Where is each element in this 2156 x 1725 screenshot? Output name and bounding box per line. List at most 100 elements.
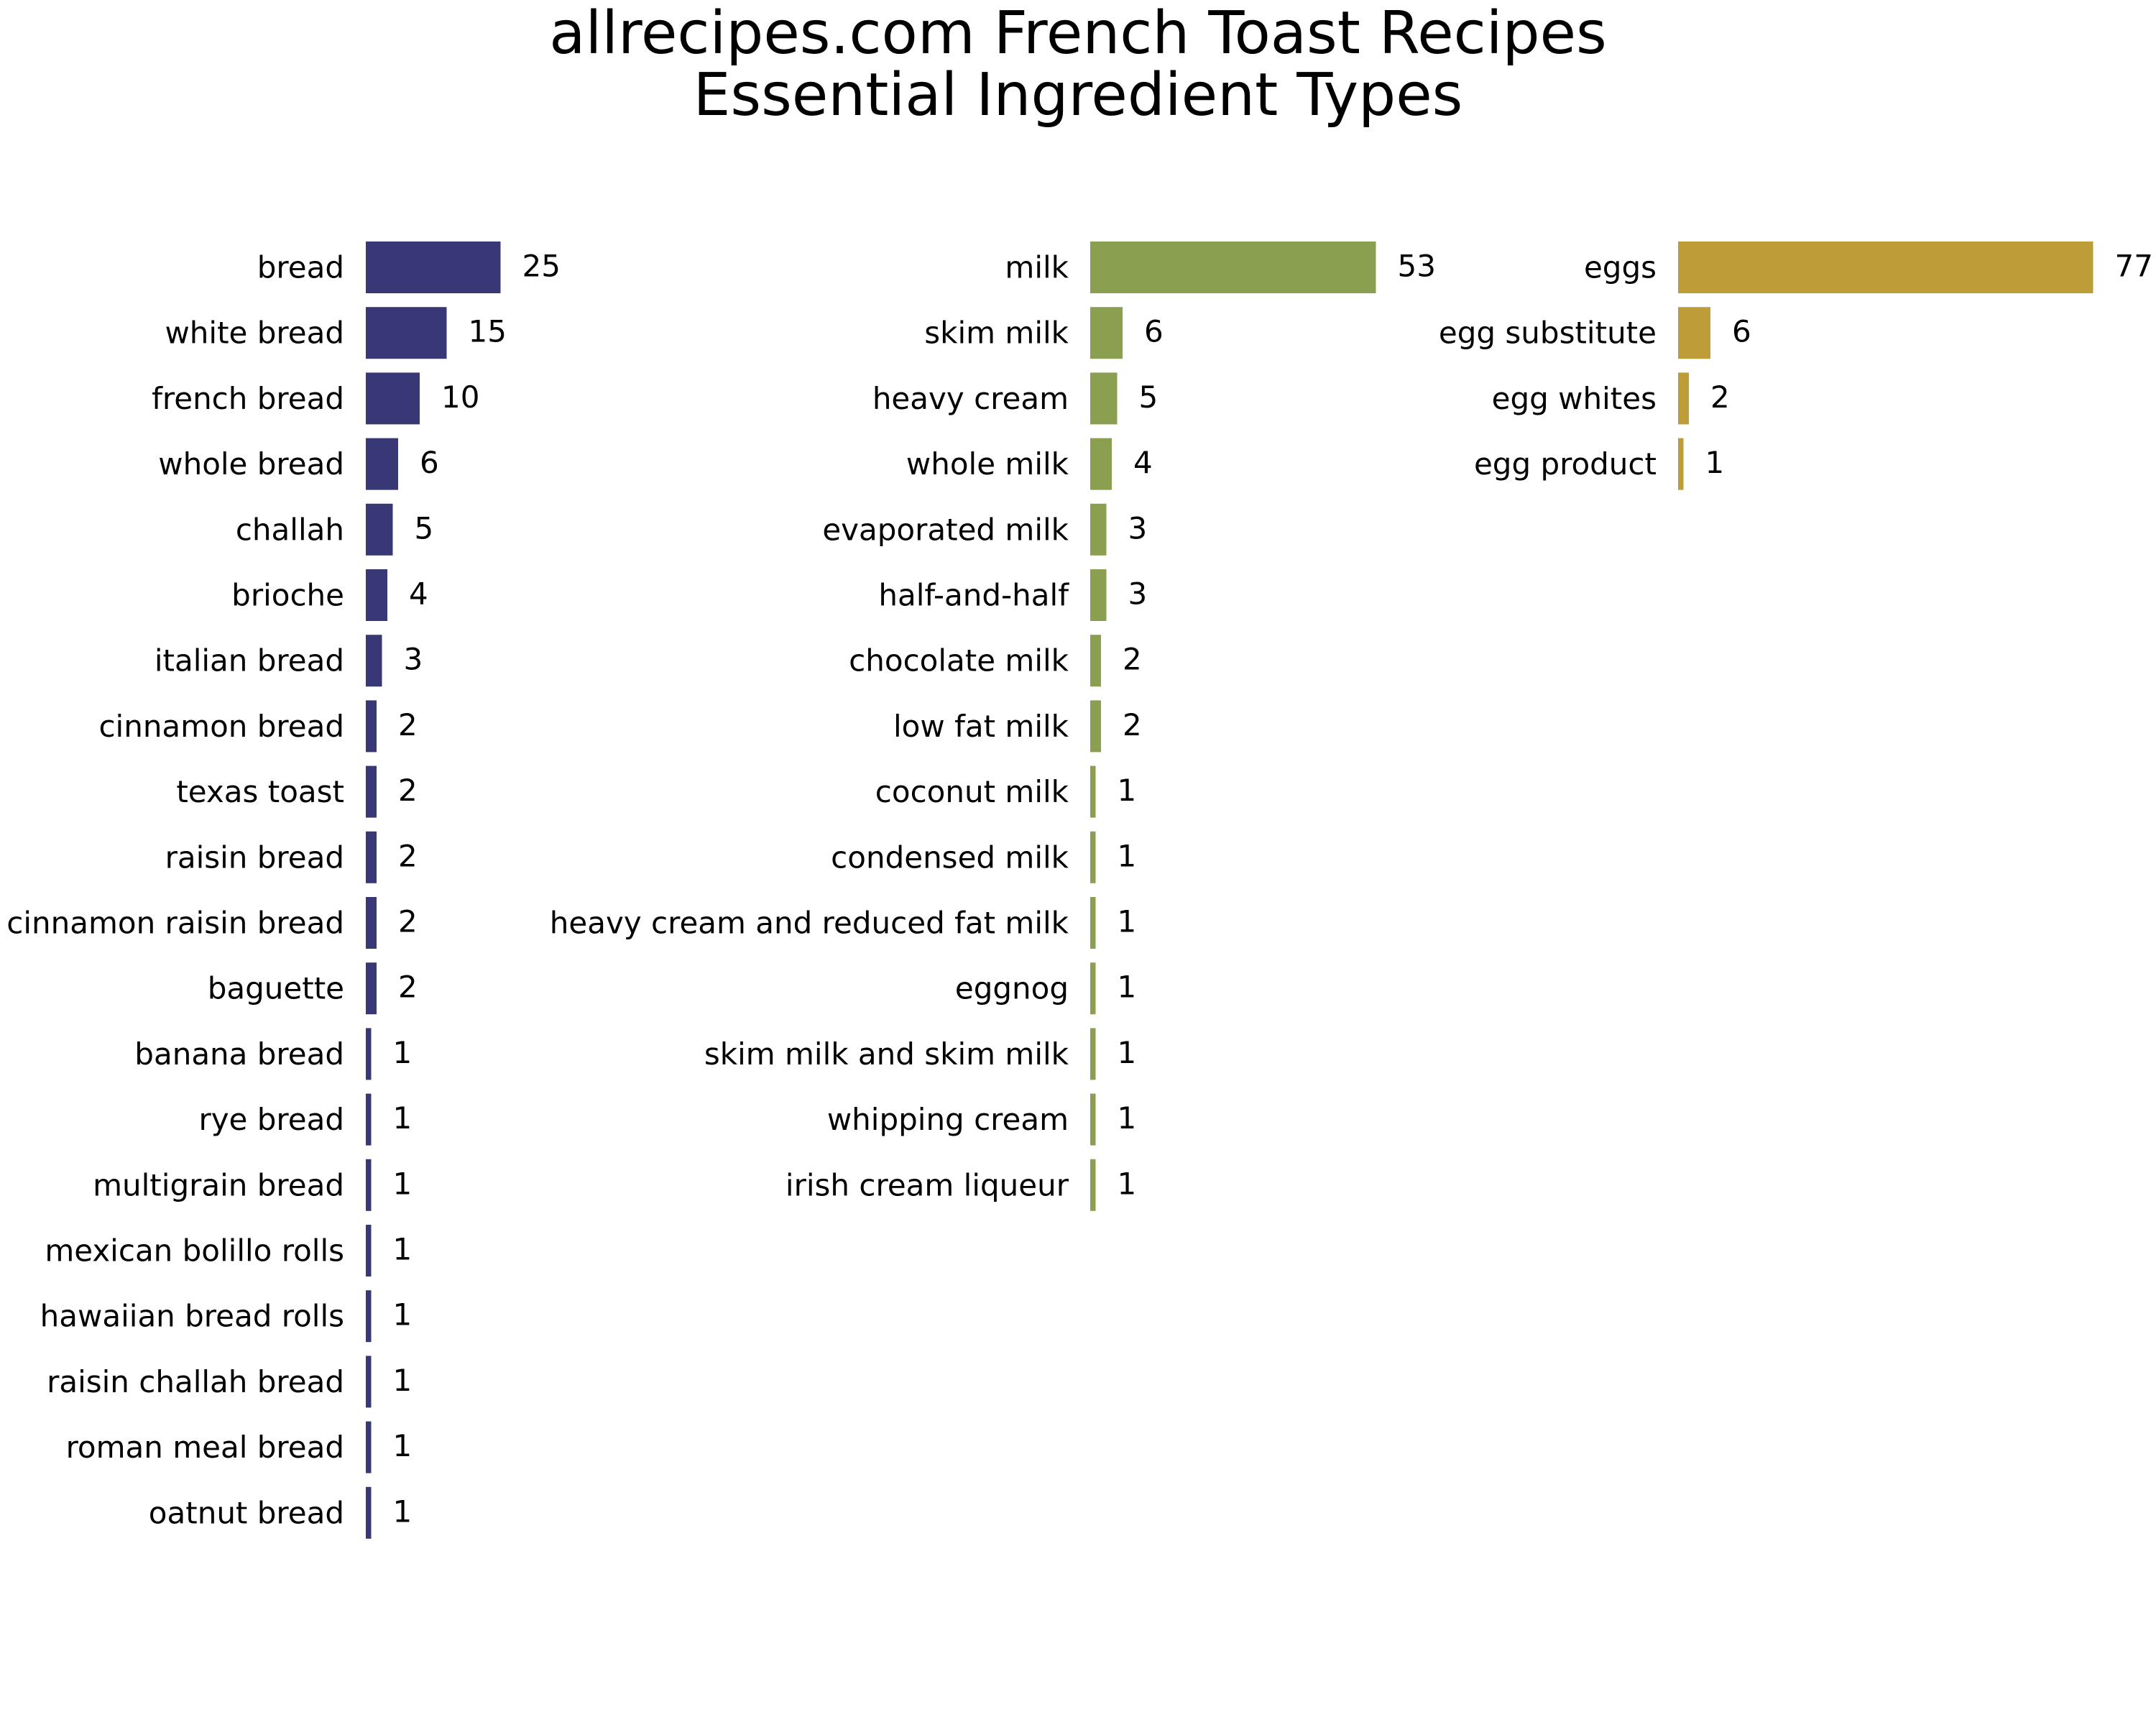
value-label-whole-bread: 6	[420, 445, 439, 480]
value-label-egg-whites: 2	[1710, 380, 1730, 415]
category-label-baguette: baguette	[208, 971, 344, 1006]
value-label-cinnamon-bread: 2	[398, 707, 418, 742]
category-label-eggnog: eggnog	[955, 971, 1069, 1006]
category-label-skim-milk-and-skim-milk: skim milk and skim milk	[704, 1036, 1069, 1072]
chart-title-line-2: Essential Ingredient Types	[693, 61, 1463, 129]
bar-oatnut-bread	[366, 1486, 372, 1539]
category-label-banana-bread: banana bread	[134, 1036, 344, 1072]
value-label-low-fat-milk: 2	[1123, 707, 1142, 742]
category-label-heavy-cream: heavy cream	[872, 381, 1069, 416]
bar-raisin-bread	[366, 831, 377, 883]
bar-whole-milk	[1090, 438, 1112, 490]
bar-skim-milk-and-skim-milk	[1090, 1028, 1096, 1080]
bar-raisin-challah-bread	[366, 1356, 372, 1408]
category-label-low-fat-milk: low fat milk	[893, 709, 1069, 744]
bar-coconut-milk	[1090, 765, 1096, 818]
category-label-hawaiian-bread-rolls: hawaiian bread rolls	[40, 1299, 344, 1334]
bar-brioche	[366, 569, 387, 621]
chart-title-line-1: allrecipes.com French Toast Recipes	[549, 0, 1607, 68]
bar-white-bread	[366, 307, 447, 359]
value-label-rye-bread: 1	[393, 1100, 413, 1136]
bar-eggnog	[1090, 962, 1096, 1015]
value-label-cinnamon-raisin-bread: 2	[398, 904, 418, 939]
value-label-whole-milk: 4	[1133, 445, 1153, 480]
category-label-eggs: eggs	[1584, 250, 1657, 285]
bar-chocolate-milk	[1090, 635, 1101, 687]
category-label-skim-milk: skim milk	[924, 316, 1069, 351]
category-label-challah: challah	[236, 512, 344, 547]
value-label-roman-meal-bread: 1	[393, 1428, 413, 1463]
category-label-multigrain-bread: multigrain bread	[93, 1167, 344, 1202]
value-label-hawaiian-bread-rolls: 1	[393, 1297, 413, 1333]
bar-milk	[1090, 242, 1376, 293]
bar-skim-milk	[1090, 307, 1123, 359]
bar-rye-bread	[366, 1093, 372, 1146]
category-label-condensed-milk: condensed milk	[831, 840, 1069, 875]
eggs-panel: eggs 77 egg substitute 6 egg whites 2 egg prod…	[1439, 242, 2153, 490]
category-label-raisin-bread: raisin bread	[165, 840, 344, 875]
value-label-evaporated-milk: 3	[1128, 510, 1148, 546]
value-label-mexican-bolillo-rolls: 1	[393, 1232, 413, 1267]
value-label-bread: 25	[522, 249, 561, 284]
value-label-chocolate-milk: 2	[1123, 642, 1142, 677]
value-label-white-bread: 15	[469, 314, 507, 349]
bar-heavy-cream-and-reduced-fat-milk	[1090, 897, 1096, 949]
category-label-coconut-milk: coconut milk	[875, 774, 1069, 809]
bar-eggs	[1678, 242, 2093, 293]
value-label-coconut-milk: 1	[1118, 773, 1137, 808]
value-label-egg-substitute: 6	[1732, 314, 1751, 349]
category-label-whole-bread: whole bread	[158, 446, 344, 482]
bar-whipping-cream	[1090, 1093, 1096, 1146]
value-label-eggnog: 1	[1118, 970, 1137, 1005]
bar-egg-substitute	[1678, 307, 1710, 359]
value-label-whipping-cream: 1	[1118, 1100, 1137, 1136]
category-label-white-bread: white bread	[165, 316, 344, 351]
value-label-half-and-half: 3	[1128, 576, 1148, 612]
bar-evaporated-milk	[1090, 503, 1107, 556]
bar-hawaiian-bread-rolls	[366, 1290, 372, 1343]
value-label-skim-milk: 6	[1144, 314, 1164, 349]
value-label-heavy-cream: 5	[1139, 380, 1158, 415]
category-label-texas-toast: texas toast	[176, 774, 344, 809]
category-label-raisin-challah-bread: raisin challah bread	[47, 1364, 344, 1399]
milk-panel: milk 53 skim milk 6 heavy cream 5 whole milk 4 e…	[550, 242, 1436, 1211]
category-label-egg-product: egg product	[1474, 446, 1657, 482]
category-label-egg-whites: egg whites	[1492, 381, 1657, 416]
value-label-egg-product: 1	[1705, 445, 1725, 480]
value-label-french-bread: 10	[441, 380, 479, 415]
value-label-multigrain-bread: 1	[393, 1166, 413, 1201]
value-label-raisin-challah-bread: 1	[393, 1363, 413, 1398]
category-label-whipping-cream: whipping cream	[827, 1102, 1069, 1137]
bar-condensed-milk	[1090, 831, 1096, 883]
chart-title: allrecipes.com French Toast Recipes Esse…	[0, 0, 2156, 126]
category-label-milk: milk	[1005, 250, 1069, 285]
bar-irish-cream-liqueur	[1090, 1159, 1096, 1211]
bar-roman-meal-bread	[366, 1421, 372, 1473]
category-label-whole-milk: whole milk	[906, 446, 1069, 482]
bar-texas-toast	[366, 765, 377, 818]
value-label-baguette: 2	[398, 970, 418, 1005]
category-label-bread: bread	[257, 250, 344, 285]
value-label-texas-toast: 2	[398, 773, 418, 808]
bar-half-and-half	[1090, 569, 1107, 621]
category-label-italian-bread: italian bread	[155, 643, 344, 678]
value-label-oatnut-bread: 1	[393, 1494, 413, 1529]
value-label-milk: 53	[1398, 249, 1436, 284]
value-label-condensed-milk: 1	[1118, 838, 1137, 873]
value-label-eggs: 77	[2115, 249, 2153, 284]
category-label-brioche: brioche	[231, 578, 344, 613]
bar-whole-bread	[366, 438, 398, 490]
bar-bread	[366, 242, 501, 293]
bar-banana-bread	[366, 1028, 372, 1080]
category-label-mexican-bolillo-rolls: mexican bolillo rolls	[45, 1233, 344, 1269]
value-label-raisin-bread: 2	[398, 838, 418, 873]
bar-low-fat-milk	[1090, 700, 1101, 753]
value-label-irish-cream-liqueur: 1	[1118, 1166, 1137, 1201]
category-label-chocolate-milk: chocolate milk	[849, 643, 1069, 678]
bar-baguette	[366, 962, 377, 1015]
category-label-irish-cream-liqueur: irish cream liqueur	[786, 1167, 1069, 1202]
category-label-evaporated-milk: evaporated milk	[822, 512, 1069, 547]
value-label-banana-bread: 1	[393, 1035, 413, 1070]
